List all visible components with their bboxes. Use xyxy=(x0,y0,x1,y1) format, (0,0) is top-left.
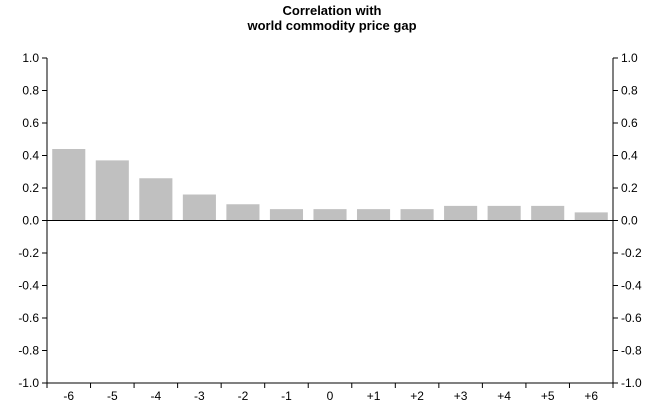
y-tick-label-left: 0.4 xyxy=(22,149,39,163)
bar-+2 xyxy=(400,209,434,221)
x-tick-label-+2: +2 xyxy=(410,389,424,402)
y-tick-label-right: -1.0 xyxy=(621,376,642,390)
y-tick-label-right: 0.4 xyxy=(621,149,638,163)
y-tick-label-left: 0.6 xyxy=(22,116,39,130)
bar-+5 xyxy=(531,205,565,221)
bar--2 xyxy=(226,204,260,221)
bar--3 xyxy=(182,194,216,221)
y-tick-label-left: -0.4 xyxy=(18,279,39,293)
y-tick-label-right: 0.2 xyxy=(621,181,638,195)
y-tick-label-right: 0.0 xyxy=(621,214,638,228)
y-tick-label-right: 1.0 xyxy=(621,51,638,65)
chart-title-line-1: Correlation with xyxy=(282,3,382,18)
chart-title: Correlation with world commodity price g… xyxy=(0,3,664,33)
x-tick-label--1: -1 xyxy=(281,389,292,402)
y-tick-label-right: -0.4 xyxy=(621,279,642,293)
y-tick-label-right: 0.6 xyxy=(621,116,638,130)
x-tick-label-+5: +5 xyxy=(541,389,555,402)
y-tick-label-left: 0.8 xyxy=(22,84,39,98)
y-tick-label-right: 0.8 xyxy=(621,84,638,98)
bar-+3 xyxy=(444,205,478,221)
x-tick-label-+6: +6 xyxy=(584,389,598,402)
bars-layer xyxy=(52,149,608,221)
labels-layer: 1.0 1.0 0.8 0.8 0.6 0.6 0.4 0.4 0.2 0.2 0.0 0.0 -0.2… xyxy=(18,51,642,402)
y-tick-label-left: -1.0 xyxy=(18,376,39,390)
chart-title-line-2: world commodity price gap xyxy=(247,18,417,33)
x-tick-label-+1: +1 xyxy=(367,389,381,402)
y-tick-label-left: -0.2 xyxy=(18,246,39,260)
bar--4 xyxy=(139,178,173,221)
x-tick-label-+3: +3 xyxy=(454,389,468,402)
y-tick-label-right: -0.6 xyxy=(621,311,642,325)
bar-+1 xyxy=(356,209,391,221)
x-tick-label--4: -4 xyxy=(151,389,162,402)
y-tick-label-right: -0.2 xyxy=(621,246,642,260)
y-tick-label-left: -0.6 xyxy=(18,311,39,325)
x-tick-label--5: -5 xyxy=(107,389,118,402)
x-tick-label-0: 0 xyxy=(327,389,334,402)
y-tick-label-right: -0.8 xyxy=(621,344,642,358)
x-tick-label-+4: +4 xyxy=(497,389,511,402)
x-tick-label--3: -3 xyxy=(194,389,205,402)
y-tick-label-left: 1.0 xyxy=(22,51,39,65)
bar--1 xyxy=(269,209,304,221)
bar--6 xyxy=(52,149,86,221)
y-tick-label-left: 0.0 xyxy=(22,214,39,228)
x-tick-label--2: -2 xyxy=(238,389,249,402)
y-tick-label-left: -0.8 xyxy=(18,344,39,358)
x-tick-label--6: -6 xyxy=(63,389,74,402)
y-tick-label-left: 0.2 xyxy=(22,181,39,195)
bar-+6 xyxy=(574,212,608,221)
bar-0 xyxy=(313,209,347,221)
axes-layer xyxy=(42,57,618,388)
bar-+4 xyxy=(487,205,521,221)
bar--5 xyxy=(95,160,129,221)
